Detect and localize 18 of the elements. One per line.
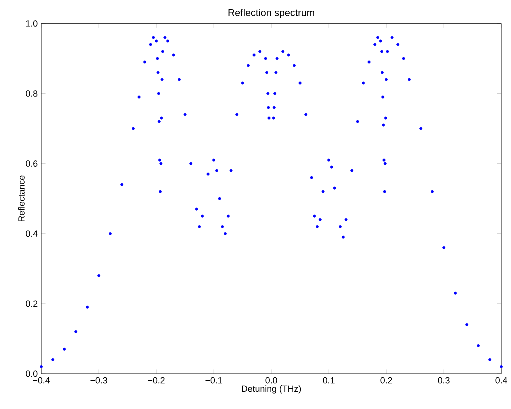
x-tick-label: −0.2 — [148, 378, 165, 384]
y-tick-label: 0.2 — [26, 300, 38, 308]
y-tick-label: 0.0 — [26, 371, 38, 378]
x-tick-label: −0.1 — [206, 378, 222, 384]
y-tick-label: 1.0 — [26, 20, 38, 28]
x-tick-label: 0.0 — [266, 378, 278, 384]
x-tick-label: 0.4 — [496, 378, 508, 384]
x-tick-label: 0.1 — [323, 378, 335, 384]
y-tick-label: 0.6 — [26, 160, 38, 168]
x-axis-title: Detuning (THz) — [242, 386, 302, 394]
y-axis-title: Reflectance — [18, 176, 25, 222]
y-tick-label: 0.4 — [26, 230, 38, 238]
x-tick-label: 0.2 — [380, 378, 392, 384]
x-tick-label: −0.3 — [90, 378, 108, 384]
x-tick-label: 0.3 — [438, 378, 450, 384]
x-tick-label: −0.4 — [33, 378, 50, 384]
chart-title: Reflection spectrum — [228, 9, 314, 18]
y-tick-label: 0.8 — [26, 90, 38, 98]
